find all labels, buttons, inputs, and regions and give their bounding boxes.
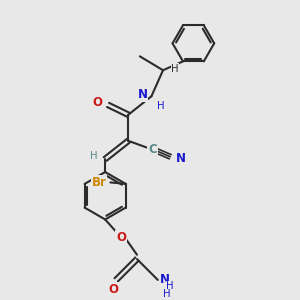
Text: H: H xyxy=(171,64,178,74)
Text: H: H xyxy=(90,151,97,161)
Text: O: O xyxy=(109,284,119,296)
Text: H: H xyxy=(157,101,164,112)
Text: N: N xyxy=(176,152,186,165)
Text: H: H xyxy=(163,290,170,299)
Text: C: C xyxy=(148,143,157,156)
Text: Br: Br xyxy=(92,176,106,189)
Text: O: O xyxy=(116,231,126,244)
Text: O: O xyxy=(93,95,103,109)
Text: H: H xyxy=(166,281,174,291)
Text: N: N xyxy=(160,273,170,286)
Text: N: N xyxy=(137,88,147,101)
